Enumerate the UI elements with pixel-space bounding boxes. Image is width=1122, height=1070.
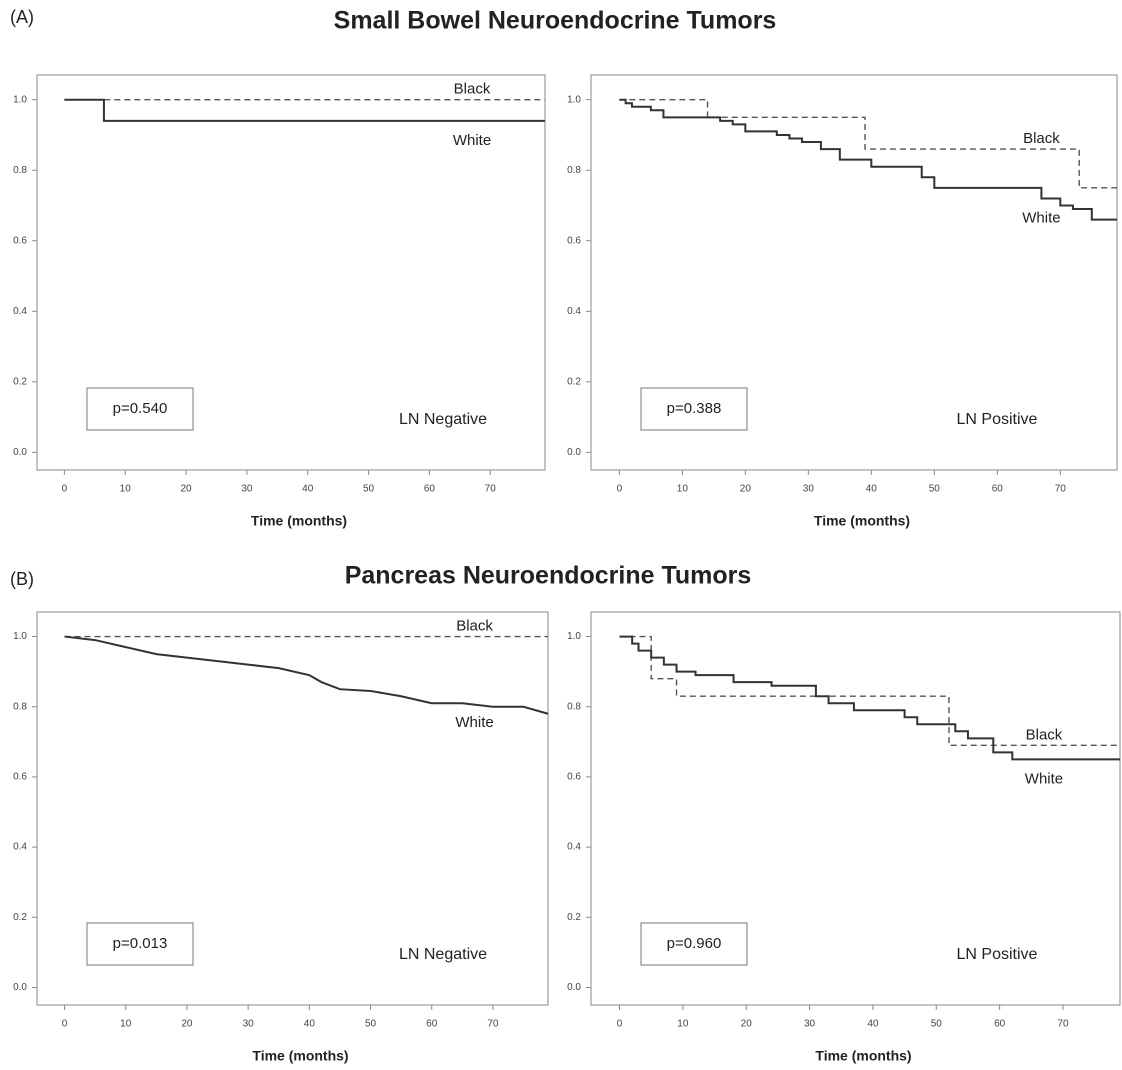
p-value-box [640, 387, 748, 431]
subgroup-label: LN Positive [957, 411, 1038, 428]
y-tick-label: 0.2 [13, 376, 27, 387]
y-tick-label: 1.0 [13, 631, 27, 642]
section-title: Small Bowel Neuroendocrine Tumors [334, 7, 777, 35]
x-tick-label: 60 [994, 1019, 1006, 1030]
x-tick-label: 30 [803, 484, 815, 495]
x-tick-label: 20 [741, 1019, 753, 1030]
series-label: Black [456, 618, 493, 635]
y-tick-label: 0.2 [567, 376, 581, 387]
x-tick-label: 40 [867, 1019, 879, 1030]
x-tick-label: 0 [617, 1019, 623, 1030]
x-tick-label: 60 [992, 484, 1004, 495]
p-value-box [640, 922, 748, 966]
y-tick-label: 0.6 [567, 235, 581, 246]
plot-frame [590, 611, 1121, 1006]
x-tick-label: 30 [804, 1019, 816, 1030]
p-value-box [86, 387, 194, 431]
p-value-box [86, 922, 194, 966]
x-tick-label: 10 [677, 1019, 689, 1030]
x-tick-label: 10 [677, 484, 689, 495]
y-tick-label: 0.8 [567, 701, 581, 712]
x-tick-label: 20 [181, 1019, 193, 1030]
x-axis-label: Time (months) [252, 1048, 348, 1064]
x-tick-label: 30 [243, 1019, 255, 1030]
x-tick-label: 60 [424, 484, 436, 495]
plot-frame [590, 74, 1118, 471]
series-label: Black [454, 81, 491, 98]
p-value: p=0.960 [667, 935, 722, 952]
series-label: White [1025, 770, 1063, 787]
subgroup-label: LN Negative [399, 411, 487, 428]
y-tick-label: 0.0 [567, 447, 581, 458]
panel-label: (B) [10, 569, 34, 589]
y-tick-label: 0.2 [567, 912, 581, 923]
subgroup-label: LN Positive [957, 946, 1038, 963]
y-tick-label: 0.6 [13, 235, 27, 246]
x-tick-label: 40 [304, 1019, 316, 1030]
y-tick-label: 0.4 [13, 306, 27, 317]
x-tick-label: 40 [866, 484, 878, 495]
x-tick-label: 20 [740, 484, 752, 495]
y-tick-label: 0.0 [13, 982, 27, 993]
y-tick-label: 0.8 [13, 165, 27, 176]
series-label: White [455, 714, 493, 731]
y-tick-label: 1.0 [13, 94, 27, 105]
x-tick-label: 0 [62, 484, 68, 495]
x-tick-label: 0 [62, 1019, 68, 1030]
series-label: White [453, 132, 491, 149]
x-tick-label: 50 [931, 1019, 943, 1030]
x-tick-label: 70 [485, 484, 497, 495]
survival-curve [64, 635, 549, 715]
y-tick-label: 0.2 [13, 912, 27, 923]
y-tick-label: 0.0 [567, 982, 581, 993]
y-tick-label: 0.4 [567, 306, 581, 317]
y-tick-label: 0.8 [567, 165, 581, 176]
y-tick-label: 0.0 [13, 447, 27, 458]
series-label: White [1022, 209, 1060, 226]
x-tick-label: 50 [929, 484, 941, 495]
y-tick-label: 1.0 [567, 631, 581, 642]
survival-curve [64, 98, 545, 122]
x-tick-label: 0 [617, 484, 623, 495]
survival-curve [619, 635, 1120, 747]
x-tick-label: 50 [365, 1019, 377, 1030]
x-tick-label: 70 [487, 1019, 499, 1030]
p-value: p=0.540 [113, 400, 168, 417]
y-tick-label: 0.4 [567, 842, 581, 853]
y-tick-label: 0.8 [13, 701, 27, 712]
plot-frame [36, 74, 546, 471]
x-tick-label: 10 [120, 484, 132, 495]
y-tick-label: 1.0 [567, 94, 581, 105]
x-axis-label: Time (months) [815, 1048, 911, 1064]
y-tick-label: 0.6 [567, 772, 581, 783]
p-value: p=0.388 [667, 400, 722, 417]
y-tick-label: 0.6 [13, 772, 27, 783]
p-value: p=0.013 [113, 935, 168, 952]
x-tick-label: 60 [426, 1019, 438, 1030]
x-tick-label: 70 [1055, 484, 1067, 495]
x-tick-label: 40 [302, 484, 314, 495]
x-tick-label: 70 [1057, 1019, 1069, 1030]
x-tick-label: 10 [120, 1019, 132, 1030]
plot-frame [36, 611, 549, 1006]
survival-curve [619, 98, 1117, 189]
survival-curve [619, 635, 1120, 761]
series-label: Black [1023, 130, 1060, 147]
x-axis-label: Time (months) [814, 513, 910, 529]
x-tick-label: 30 [241, 484, 253, 495]
survival-curve [619, 98, 1117, 221]
x-tick-label: 20 [180, 484, 192, 495]
panel-label: (A) [10, 7, 34, 27]
series-label: Black [1026, 726, 1063, 743]
subgroup-label: LN Negative [399, 946, 487, 963]
x-axis-label: Time (months) [251, 513, 347, 529]
x-tick-label: 50 [363, 484, 375, 495]
section-title: Pancreas Neuroendocrine Tumors [345, 562, 752, 590]
y-tick-label: 0.4 [13, 842, 27, 853]
